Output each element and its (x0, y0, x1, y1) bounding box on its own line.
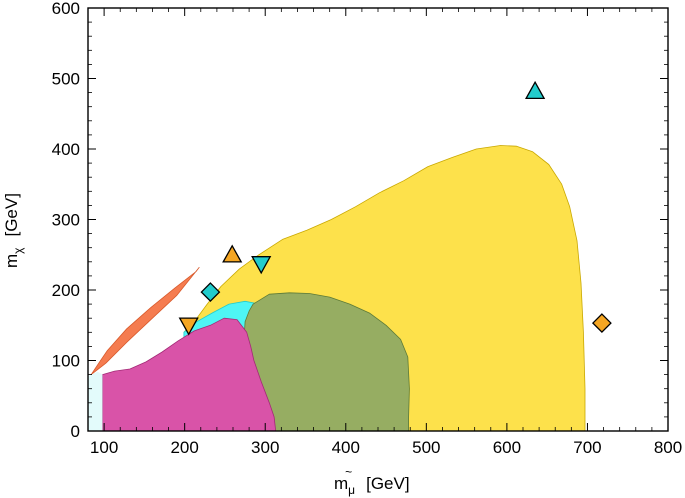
y-tick-label: 600 (52, 0, 80, 18)
y-tick-label: 400 (52, 140, 80, 159)
marker-diamond-6 (591, 313, 612, 334)
marker-triangle-up-1 (524, 80, 546, 100)
y-tick-label: 100 (52, 352, 80, 371)
x-tick-label: 300 (251, 438, 279, 457)
y-tick-label: 0 (71, 422, 80, 441)
region-orange (90, 266, 200, 376)
x-tick-label: 800 (654, 438, 682, 457)
exclusion-regions (88, 145, 586, 431)
x-tick-label: 500 (412, 438, 440, 457)
x-tick-label: 400 (332, 438, 360, 457)
y-tick-label: 300 (52, 211, 80, 230)
x-tick-label: 100 (90, 438, 118, 457)
x-tick-label: 600 (493, 438, 521, 457)
marker-triangle-down-3 (251, 256, 272, 275)
marker-diamond-4 (200, 282, 221, 303)
plot-frame (87, 7, 669, 432)
x-tick-label: 200 (170, 438, 198, 457)
marker-triangle-down-5 (178, 317, 199, 336)
region-magenta (102, 317, 277, 431)
y-tick-label: 200 (52, 281, 80, 300)
y-tick-label: 500 (52, 70, 80, 89)
marker-triangle-up-2 (222, 244, 243, 263)
x-axis-title: mμ~[GeV] (334, 465, 410, 497)
y-axis-title: mχ[GeV] (2, 193, 25, 268)
region-pale-cyan (88, 371, 103, 431)
x-tick-label: 700 (573, 438, 601, 457)
benchmark-markers (178, 80, 612, 336)
tick-labels: 100 200 300 400 500 600 700 800 0 100 200 300 400 500… (52, 0, 683, 457)
